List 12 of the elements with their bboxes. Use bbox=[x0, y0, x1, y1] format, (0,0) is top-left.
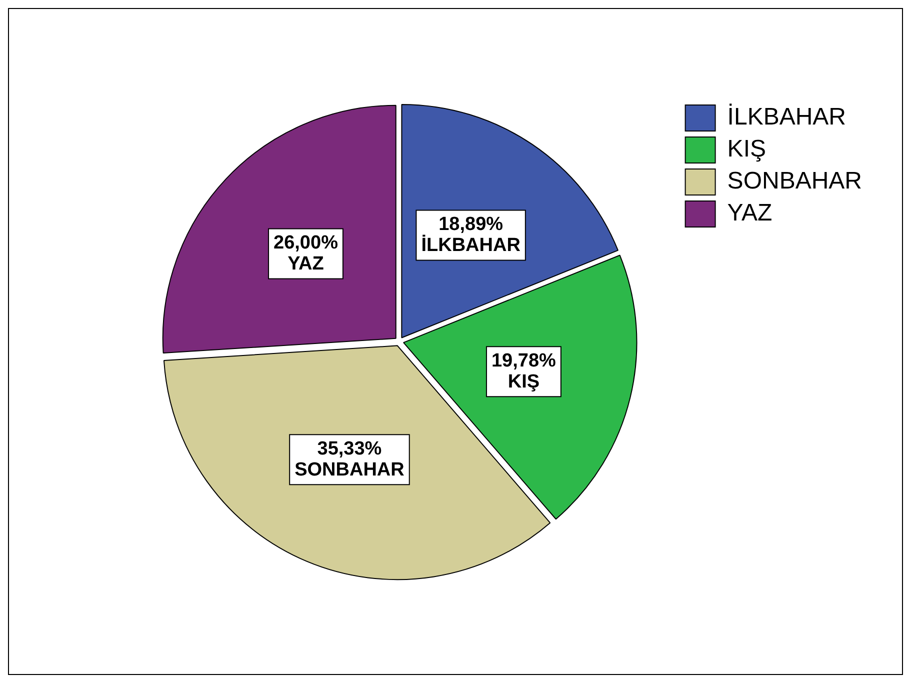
legend-label: SONBAHAR bbox=[727, 168, 862, 195]
slice-label: SONBAHAR bbox=[294, 459, 405, 480]
legend-label: KIŞ bbox=[727, 136, 766, 163]
legend-label: YAZ bbox=[727, 200, 772, 227]
legend-label: İLKBAHAR bbox=[727, 104, 846, 131]
slice-label: İLKBAHAR bbox=[421, 234, 521, 256]
data-label: 26,00% bbox=[274, 232, 338, 254]
data-label: 35,33% bbox=[317, 438, 382, 460]
slice-label: YAZ bbox=[288, 254, 324, 275]
data-label: 18,89% bbox=[438, 214, 504, 235]
data-label: 19,78% bbox=[491, 350, 556, 372]
slice-label: KIŞ bbox=[508, 371, 540, 392]
